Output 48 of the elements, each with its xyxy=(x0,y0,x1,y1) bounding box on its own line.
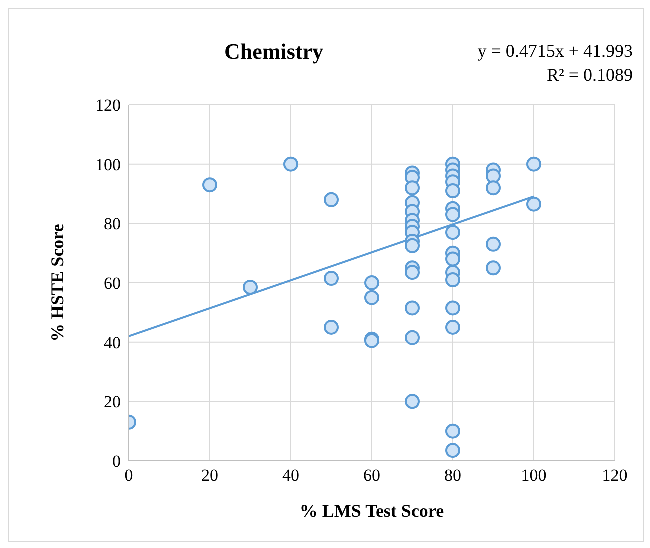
point xyxy=(446,300,460,316)
point xyxy=(446,272,460,288)
point xyxy=(446,424,460,439)
point xyxy=(446,207,460,222)
point xyxy=(324,271,339,286)
point xyxy=(486,236,501,252)
point xyxy=(243,280,258,295)
y-tick-label: 80 xyxy=(104,214,121,234)
text: R² = 0.1089 xyxy=(546,64,633,87)
point xyxy=(446,225,460,240)
x-tick-label: 60 xyxy=(364,466,380,486)
y-tick-label: 100 xyxy=(96,155,121,174)
point xyxy=(446,184,460,199)
point xyxy=(405,180,420,196)
y-tick-label: 60 xyxy=(104,274,121,294)
point xyxy=(405,330,420,346)
point xyxy=(446,443,460,458)
x-axis-title: % LMS Test Score xyxy=(300,501,444,521)
point xyxy=(446,252,460,267)
y-axis-title: % HSTE Score xyxy=(47,224,68,342)
point xyxy=(284,156,298,172)
point xyxy=(364,276,380,290)
point xyxy=(486,180,501,196)
x-tick-label: 20 xyxy=(202,466,218,486)
x-tick-label: 40 xyxy=(282,466,300,486)
x-tick-label: 100 xyxy=(521,466,547,486)
point xyxy=(364,290,380,306)
point xyxy=(405,238,420,254)
x-tick-label: 80 xyxy=(444,466,462,486)
point xyxy=(405,300,420,316)
y-tick-label: 120 xyxy=(96,96,121,116)
text: y = 0.4715x + 41.993 xyxy=(478,40,633,63)
point xyxy=(486,168,501,184)
y-tick-label: 20 xyxy=(104,392,121,412)
x-tick-label: 0 xyxy=(124,466,134,486)
point xyxy=(202,178,218,193)
point xyxy=(324,192,339,208)
point xyxy=(486,260,501,276)
point xyxy=(324,320,339,335)
point xyxy=(405,394,420,410)
x-tick-label: 120 xyxy=(602,466,628,486)
chart-title: Chemistry xyxy=(224,39,324,65)
point xyxy=(405,265,420,280)
point xyxy=(446,320,460,335)
y-tick-label: 40 xyxy=(104,333,121,352)
point xyxy=(526,156,542,172)
point xyxy=(526,196,542,212)
y-tick-label: 0 xyxy=(112,452,121,472)
